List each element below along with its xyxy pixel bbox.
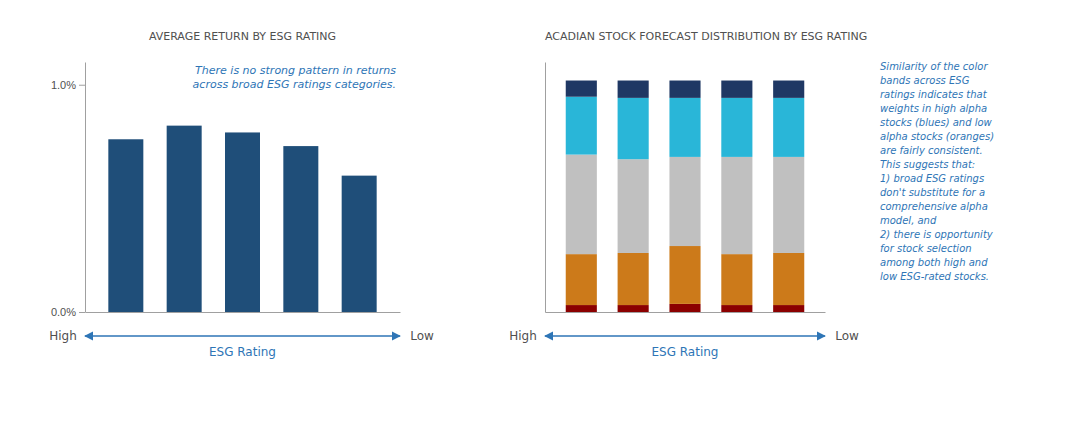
bar-segment bbox=[669, 157, 700, 246]
bar-segment bbox=[618, 159, 649, 253]
annotation-line: for stock selection bbox=[880, 243, 972, 254]
bar-segment bbox=[721, 254, 752, 305]
bar-segment bbox=[773, 157, 804, 253]
annotation-line: stocks (blues) and low bbox=[880, 117, 993, 128]
bar-segment bbox=[566, 254, 597, 305]
y-tick-mark bbox=[79, 85, 85, 86]
bar-segment bbox=[618, 81, 649, 98]
x-axis-label: ESG Rating bbox=[209, 345, 276, 359]
chart: ACADIAN STOCK FORECAST DISTRIBUTION BY E… bbox=[509, 30, 994, 359]
bar bbox=[225, 132, 260, 312]
axis-arrow bbox=[85, 335, 400, 336]
annotation-line: are fairly consistent. bbox=[880, 145, 983, 156]
y-axis: 0.0% 1.0% bbox=[51, 63, 86, 319]
annotation-line: model, and bbox=[880, 215, 937, 226]
bar-segment bbox=[773, 81, 804, 98]
axis-end-label: Low bbox=[835, 329, 859, 343]
annotation-line: across broad ESG ratings categories. bbox=[193, 78, 396, 91]
y-axis bbox=[545, 63, 546, 313]
bar bbox=[167, 126, 202, 312]
annotation-line: low ESG-rated stocks. bbox=[880, 271, 989, 282]
bars bbox=[566, 81, 805, 312]
bar-segment bbox=[566, 305, 597, 312]
bar-segment bbox=[566, 81, 597, 97]
annotation-line: There is no strong pattern in returns bbox=[195, 64, 396, 77]
bar-segment bbox=[566, 97, 597, 155]
y-tick-label: 0.0% bbox=[51, 306, 76, 318]
bar-segment bbox=[669, 246, 700, 304]
x-axis bbox=[86, 312, 401, 314]
bar-segment bbox=[669, 81, 700, 98]
y-axis-line bbox=[85, 63, 86, 313]
bar bbox=[342, 176, 377, 312]
annotation-line: don't substitute for a bbox=[880, 187, 985, 198]
annotation-line: ratings indicates that bbox=[880, 89, 988, 100]
chart-title: AVERAGE RETURN BY ESG RATING bbox=[149, 30, 336, 43]
annotation-line: This suggests that: bbox=[880, 159, 975, 170]
bar-series bbox=[566, 304, 805, 312]
bar-segment bbox=[566, 155, 597, 255]
bar-segment bbox=[721, 157, 752, 254]
axis-end-label: High bbox=[509, 329, 537, 343]
annotation-line: 1) broad ESG ratings bbox=[880, 173, 984, 184]
annotation: Similarity of the color bands across ESG r… bbox=[880, 61, 994, 282]
annotation-line: alpha stocks (oranges) bbox=[880, 131, 994, 142]
bar-segment bbox=[773, 305, 804, 312]
bar-segment bbox=[721, 305, 752, 312]
annotation-line: comprehensive alpha bbox=[880, 201, 988, 212]
bar-segment bbox=[618, 98, 649, 159]
bar-series bbox=[566, 246, 805, 305]
bar bbox=[283, 146, 318, 312]
axis-end-label: Low bbox=[410, 329, 434, 343]
bar-series bbox=[566, 155, 805, 255]
annotation-line: bands across ESG bbox=[880, 75, 970, 86]
annotation-line: among both high and bbox=[880, 257, 988, 268]
x-axis-line bbox=[546, 312, 826, 313]
chart: AVERAGE RETURN BY ESG RATING 0.0% 1.0% ESG … bbox=[49, 30, 434, 359]
bars bbox=[108, 126, 376, 312]
bar-segment bbox=[618, 305, 649, 312]
bar-series bbox=[566, 81, 805, 98]
annotation-line: 2) there is opportunity bbox=[880, 229, 994, 240]
bar-segment bbox=[773, 253, 804, 305]
bar-segment bbox=[618, 253, 649, 305]
y-tick-mark bbox=[79, 312, 85, 313]
bar-segment bbox=[773, 98, 804, 157]
axis-end-label: High bbox=[49, 329, 77, 343]
y-tick-label: 1.0% bbox=[51, 79, 76, 91]
y-tick: 1.0% bbox=[51, 79, 85, 91]
annotation: There is no strong pattern in returnsacr… bbox=[193, 64, 397, 91]
x-axis bbox=[546, 312, 826, 314]
axis-arrow bbox=[545, 335, 825, 336]
annotation-line: weights in high alpha bbox=[880, 103, 987, 114]
bar-segment bbox=[721, 81, 752, 98]
bar-series bbox=[566, 97, 805, 160]
bar-segment bbox=[669, 304, 700, 312]
y-axis-line bbox=[545, 63, 546, 313]
bar-segment bbox=[669, 98, 700, 157]
chart-title: ACADIAN STOCK FORECAST DISTRIBUTION BY E… bbox=[545, 30, 867, 43]
x-axis-line bbox=[86, 312, 401, 313]
bar-segment bbox=[721, 98, 752, 157]
x-axis-label: ESG Rating bbox=[651, 345, 718, 359]
y-tick: 0.0% bbox=[51, 306, 85, 318]
annotation-line: Similarity of the color bbox=[880, 61, 988, 72]
bar bbox=[108, 139, 143, 312]
chart-canvas: AVERAGE RETURN BY ESG RATING 0.0% 1.0% ESG … bbox=[0, 0, 1071, 446]
